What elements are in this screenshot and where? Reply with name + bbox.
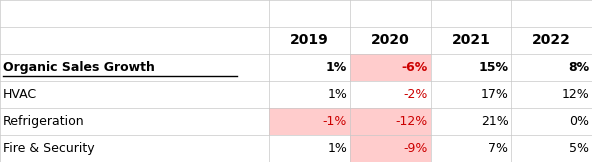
Text: 21%: 21% [481,115,509,128]
Text: -6%: -6% [401,61,427,74]
Text: 1%: 1% [327,88,347,101]
Text: 2019: 2019 [290,34,329,47]
Text: 12%: 12% [561,88,589,101]
Text: 2020: 2020 [371,34,410,47]
Text: -2%: -2% [403,88,427,101]
Text: 15%: 15% [478,61,509,74]
Bar [350,54,431,81]
Text: Organic Sales Growth: Organic Sales Growth [3,61,155,74]
Text: 2021: 2021 [452,34,490,47]
Text: Fire & Security: Fire & Security [3,142,95,155]
Text: -12%: -12% [395,115,427,128]
Text: 1%: 1% [327,142,347,155]
Text: 7%: 7% [488,142,509,155]
Text: Refrigeration: Refrigeration [3,115,85,128]
Bar [269,108,350,135]
Text: -1%: -1% [323,115,347,128]
Text: 2022: 2022 [532,34,571,47]
Text: 17%: 17% [481,88,509,101]
Text: 5%: 5% [569,142,589,155]
Text: HVAC: HVAC [3,88,37,101]
Text: 1%: 1% [326,61,347,74]
Bar [350,108,431,135]
Text: 8%: 8% [568,61,589,74]
Bar [350,135,431,162]
Text: -9%: -9% [403,142,427,155]
Text: 0%: 0% [569,115,589,128]
